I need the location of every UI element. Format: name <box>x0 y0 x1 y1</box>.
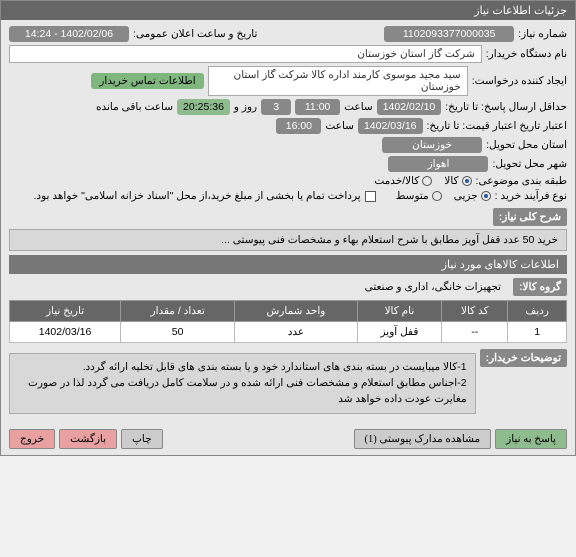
radio-goods[interactable]: کالا <box>444 175 471 187</box>
row-creator: ایجاد کننده درخواست: سید مجید موسوی کارم… <box>9 66 567 96</box>
city-label: شهر محل تحویل: <box>492 158 567 170</box>
radio-dot-goods <box>462 176 472 186</box>
days-field: 3 <box>261 99 291 115</box>
process-radios: جزیی متوسط <box>396 190 491 202</box>
deadline-date-field: 1402/02/10 <box>377 99 442 115</box>
row-validity: اعتبار تاریخ اعتبار قیمت: تا تاریخ: 1402… <box>9 118 567 134</box>
radio-dot-service <box>422 176 432 186</box>
deadline-time-field: 11:00 <box>295 99 340 115</box>
td-unit: عدد <box>235 322 357 343</box>
province-label: استان محل تحویل: <box>486 139 567 151</box>
th-date: تاریخ نیاز <box>10 301 121 322</box>
group-label: گروه کالا: <box>513 278 567 296</box>
radio-service[interactable]: کالا/خدمت <box>374 175 432 187</box>
panel-title: جزئیات اطلاعات نیاز <box>1 1 575 20</box>
buyer-notes-label: توضیحات خریدار: <box>480 349 567 367</box>
td-code: -- <box>442 322 508 343</box>
td-date: 1402/03/16 <box>10 322 121 343</box>
row-process: نوع فرآیند خرید : جزیی متوسط پرداخت تمام… <box>9 190 567 202</box>
td-row: 1 <box>508 322 567 343</box>
row-category: طبقه بندی موضوعی: کالا کالا/خدمت <box>9 175 567 187</box>
validity-time-field: 16:00 <box>276 118 321 134</box>
td-name: قفل آویز <box>357 322 442 343</box>
details-panel: جزئیات اطلاعات نیاز شماره نیاز: 11020933… <box>0 0 576 456</box>
payment-note: پرداخت تمام یا بخشی از مبلغ خرید،از محل … <box>34 190 361 202</box>
form-area: شماره نیاز: 1102093377000035 تاریخ و ساع… <box>1 20 575 423</box>
city-field: اهواز <box>388 156 488 172</box>
days-label: روز و <box>234 101 257 113</box>
radio-goods-label: کالا <box>444 175 458 187</box>
print-button[interactable]: چاپ <box>121 429 163 449</box>
radio-service-label: کالا/خدمت <box>374 175 419 187</box>
row-buyer: نام دستگاه خریدار: شرکت گاز استان خوزستا… <box>9 45 567 63</box>
attachments-button[interactable]: مشاهده مدارک پیوستی (1) <box>354 429 492 449</box>
th-row: ردیف <box>508 301 567 322</box>
buyer-field: شرکت گاز استان خوزستان <box>9 45 482 63</box>
row-req-number: شماره نیاز: 1102093377000035 تاریخ و ساع… <box>9 26 567 42</box>
back-button[interactable]: بازگشت <box>59 429 117 449</box>
time-label-2: ساعت <box>325 120 354 132</box>
row-province: استان محل تحویل: خوزستان <box>9 137 567 153</box>
announce-label: تاریخ و ساعت اعلان عمومی: <box>133 28 257 40</box>
th-unit: واحد شمارش <box>235 301 357 322</box>
radio-dot-medium <box>432 191 442 201</box>
summary-label: شرح کلی نیاز: <box>493 208 567 226</box>
payment-checkbox[interactable] <box>365 191 376 202</box>
th-name: نام کالا <box>357 301 442 322</box>
td-qty: 50 <box>121 322 235 343</box>
creator-field: سید مجید موسوی کارمند اداره کالا شرکت گا… <box>208 66 468 96</box>
radio-partial-label: جزیی <box>454 190 478 202</box>
req-number-label: شماره نیاز: <box>518 28 567 40</box>
table-header-row: ردیف کد کالا نام کالا واحد شمارش تعداد /… <box>10 301 567 322</box>
row-city: شهر محل تحویل: اهواز <box>9 156 567 172</box>
radio-medium[interactable]: متوسط <box>396 190 442 202</box>
req-number-field: 1102093377000035 <box>384 26 514 42</box>
exit-button[interactable]: خروج <box>9 429 55 449</box>
category-radios: کالا کالا/خدمت <box>374 175 471 187</box>
group-value: تجهیزات خانگی، اداری و صنعتی <box>365 281 501 293</box>
items-table: ردیف کد کالا نام کالا واحد شمارش تعداد /… <box>9 300 567 343</box>
validity-label: اعتبار تاریخ اعتبار قیمت: تا تاریخ: <box>427 120 567 132</box>
radio-partial[interactable]: جزیی <box>454 190 491 202</box>
row-group: گروه کالا: تجهیزات خانگی، اداری و صنعتی <box>9 278 567 296</box>
buyer-label: نام دستگاه خریدار: <box>486 48 567 60</box>
remaining-field: 20:25:36 <box>177 99 230 115</box>
th-code: کد کالا <box>442 301 508 322</box>
notes-line1: 1-کالا میبایست در بسته بندی های استاندار… <box>18 360 467 376</box>
notes-line2: 2-اجناس مطابق استعلام و مشخصات فنی ارائه… <box>18 376 467 408</box>
creator-label: ایجاد کننده درخواست: <box>472 75 567 87</box>
items-header: اطلاعات کالاهای مورد نیاز <box>9 255 567 274</box>
th-qty: تعداد / مقدار <box>121 301 235 322</box>
province-field: خوزستان <box>382 137 482 153</box>
time-label-1: ساعت <box>344 101 373 113</box>
row-summary: شرح کلی نیاز: <box>9 208 567 226</box>
contact-button[interactable]: اطلاعات تماس خریدار <box>91 73 203 89</box>
respond-button[interactable]: پاسخ به نیاز <box>495 429 567 449</box>
radio-medium-label: متوسط <box>396 190 429 202</box>
row-buyer-notes: توضیحات خریدار: 1-کالا میبایست در بسته ب… <box>9 349 567 414</box>
summary-box: خرید 50 عدد قفل آویز مطابق با شرح استعلا… <box>9 229 567 251</box>
buyer-notes-box: 1-کالا میبایست در بسته بندی های استاندار… <box>9 353 476 414</box>
row-deadline: حداقل ارسال پاسخ: تا تاریخ: 1402/02/10 س… <box>9 99 567 115</box>
remaining-label: ساعت باقی مانده <box>96 101 173 113</box>
button-bar: پاسخ به نیاز مشاهده مدارک پیوستی (1) چاپ… <box>1 423 575 455</box>
process-label: نوع فرآیند خرید : <box>495 190 567 202</box>
deadline-label: حداقل ارسال پاسخ: تا تاریخ: <box>445 101 567 113</box>
category-label: طبقه بندی موضوعی: <box>476 175 567 187</box>
validity-date-field: 1402/03/16 <box>358 118 423 134</box>
table-row[interactable]: 1 -- قفل آویز عدد 50 1402/03/16 <box>10 322 567 343</box>
radio-dot-partial <box>481 191 491 201</box>
announce-field: 1402/02/06 - 14:24 <box>9 26 129 42</box>
